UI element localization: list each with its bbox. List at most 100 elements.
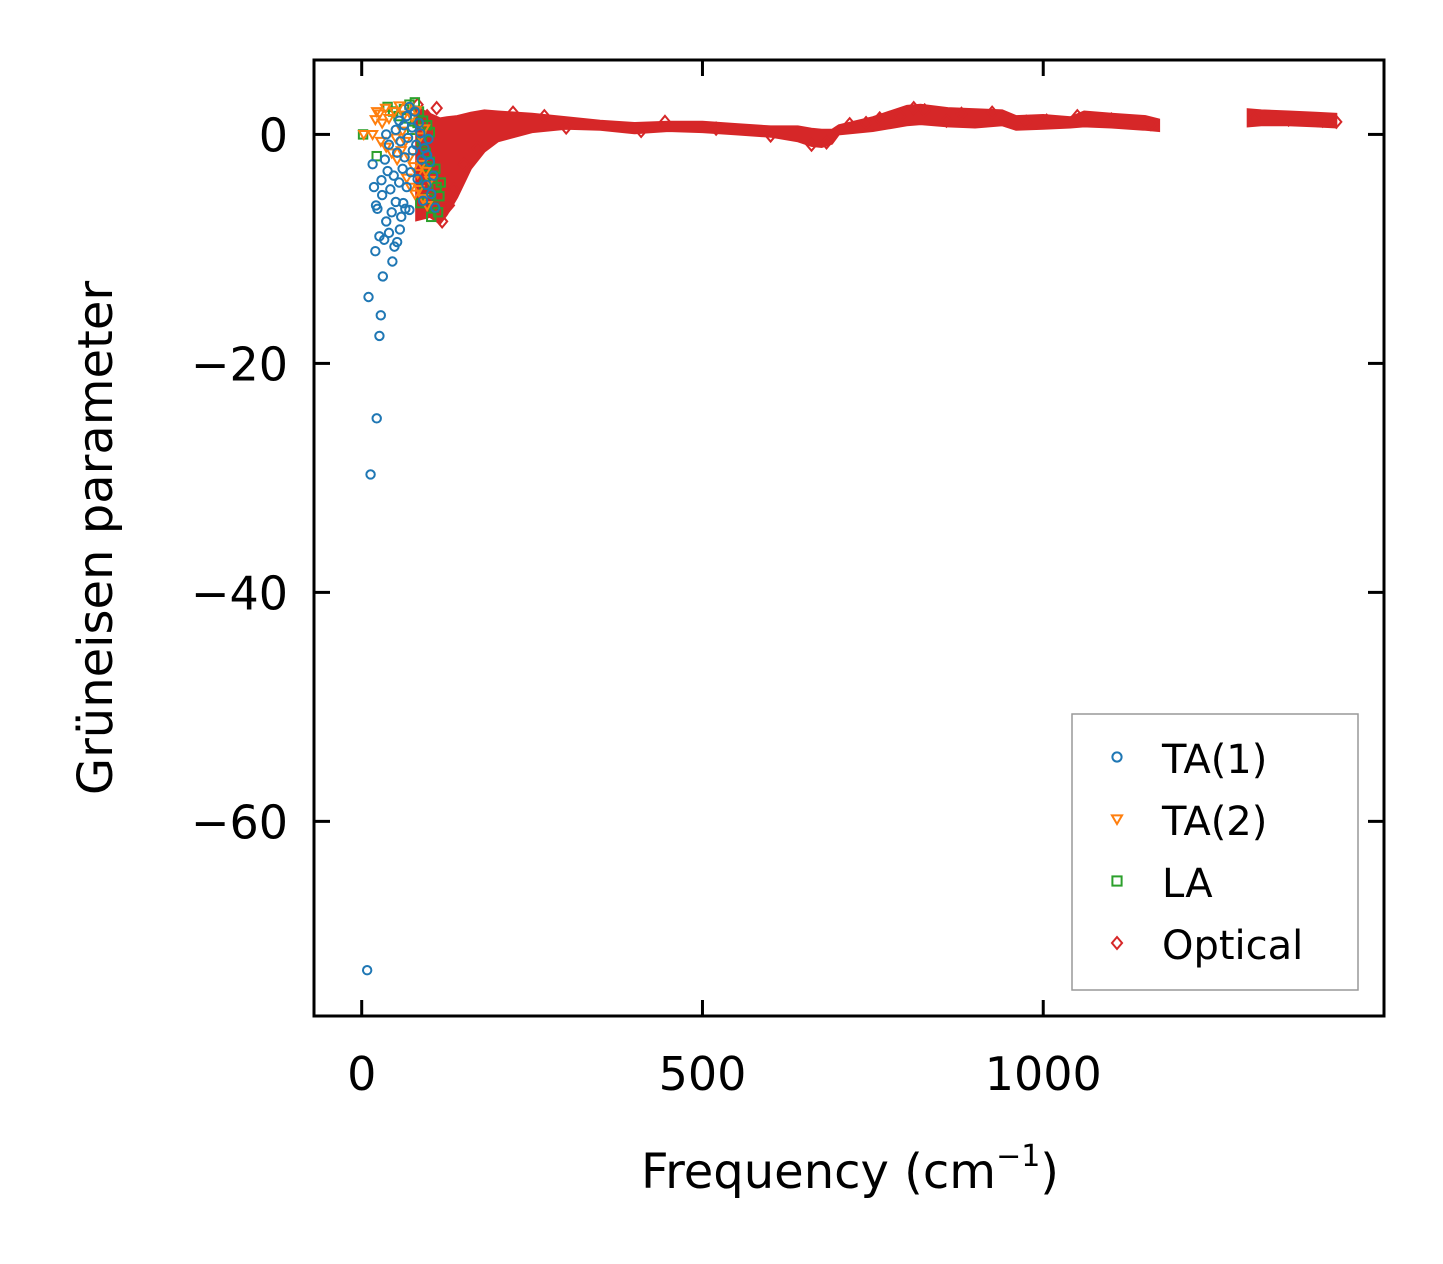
data-point (391, 147, 403, 158)
data-point (506, 105, 520, 121)
plot-frame (312, 58, 1386, 1018)
data-point (1316, 113, 1330, 129)
data-point (1329, 114, 1343, 130)
data-point (537, 108, 551, 124)
data-point (419, 142, 430, 154)
data-point (390, 124, 401, 136)
data-point (412, 173, 423, 185)
legend-marker-4 (1110, 935, 1124, 951)
data-point (399, 152, 410, 163)
x-axis-label-superscript: −1 (996, 1139, 1040, 1174)
data-point (388, 107, 401, 119)
data-point (401, 181, 412, 193)
data-point (421, 179, 432, 190)
data-point (415, 128, 426, 139)
x-tick-label: 500 (659, 1047, 747, 1101)
data-point (893, 108, 907, 124)
data-point (430, 100, 444, 116)
data-point (379, 103, 392, 115)
data-point (428, 170, 439, 181)
data-point (907, 100, 921, 116)
data-point (383, 227, 395, 239)
x-tick-label: 0 (347, 1047, 376, 1101)
data-point (430, 202, 441, 213)
legend-marker-3 (1111, 875, 1123, 887)
data-point (634, 123, 648, 139)
legend: TA(1) TA(2) LA Optical (1071, 713, 1359, 991)
data-point (382, 114, 396, 126)
data-point (559, 120, 573, 136)
y-tick-label: −60 (191, 795, 288, 849)
optical-point-band (415, 103, 1161, 226)
data-point (415, 159, 429, 171)
data-point (405, 167, 416, 178)
data-point (406, 122, 418, 133)
data-point (396, 211, 407, 223)
legend-label-optical: Optical (1162, 923, 1303, 969)
data-point (377, 271, 389, 282)
data-point (859, 115, 873, 131)
data-point (379, 154, 391, 165)
data-point (357, 130, 371, 142)
data-point (1019, 114, 1033, 130)
data-point (386, 207, 397, 218)
data-point (471, 140, 484, 156)
y-axis-label: Grüneisen parameter (68, 281, 124, 796)
data-point (383, 139, 395, 150)
data-point (1144, 116, 1158, 132)
data-point (805, 137, 818, 153)
legend-markers (1110, 751, 1124, 951)
data-point (393, 177, 405, 188)
data-point (381, 216, 392, 227)
data-point (435, 213, 449, 229)
data-point (370, 107, 384, 119)
data-point (412, 185, 426, 196)
data-point (371, 150, 382, 162)
data-point (394, 224, 406, 235)
x-tick-label: 1000 (985, 1047, 1102, 1101)
axis-ticks: 0 500 1000 0 −20 −40 −60 (191, 60, 1384, 1101)
data-point (376, 175, 387, 186)
data-point (918, 102, 932, 118)
data-point (370, 246, 381, 257)
data-point (419, 166, 433, 178)
legend-label-ta1: TA(1) (1161, 737, 1267, 783)
data-point (426, 211, 437, 223)
legend-marker-2 (1110, 814, 1124, 827)
y-tick-label: 0 (259, 108, 288, 162)
data-point (374, 136, 388, 148)
data-point (764, 128, 777, 144)
data-point (387, 256, 398, 267)
data-point (985, 105, 999, 121)
data-point (417, 195, 429, 207)
y-tick-label: −40 (191, 566, 288, 620)
data-point (413, 117, 425, 129)
data-point (411, 139, 422, 150)
data-point (368, 181, 380, 193)
data-point (381, 129, 392, 140)
data-point (447, 181, 461, 197)
data-point (389, 241, 400, 252)
data-point (424, 156, 436, 168)
data-point (363, 291, 374, 303)
data-point (442, 197, 456, 213)
plot-marks (357, 97, 1343, 976)
data-point (375, 118, 389, 130)
data-point (955, 106, 968, 122)
data-point (375, 310, 386, 321)
data-point (873, 110, 887, 126)
data-point (435, 177, 446, 188)
data-point (398, 197, 409, 209)
data-point (709, 121, 723, 137)
data-point (397, 163, 408, 174)
data-point (392, 101, 406, 113)
series-ta-1 (361, 101, 441, 976)
data-point (404, 204, 415, 216)
data-point (361, 965, 373, 976)
legend-marker-1 (1111, 751, 1123, 763)
data-point (371, 413, 382, 424)
legend-label-ta2: TA(2) (1161, 799, 1267, 845)
data-point (394, 146, 408, 158)
